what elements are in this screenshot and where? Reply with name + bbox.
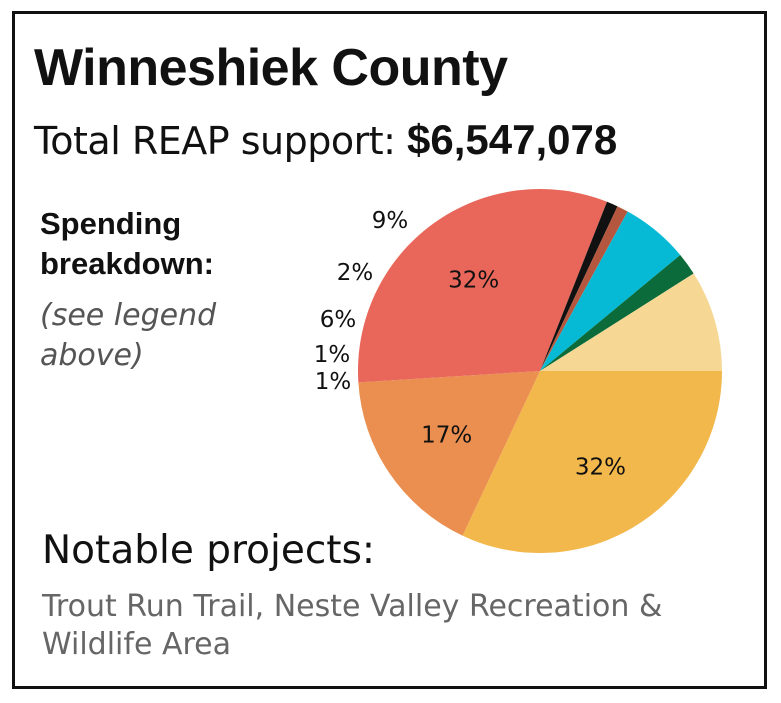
pie-slice (462, 371, 722, 553)
pie-slice-label: 17% (421, 422, 472, 448)
pie-slice (358, 371, 540, 536)
notable-projects-heading: Notable projects: (42, 528, 376, 573)
total-support-label: Total REAP support: (34, 119, 396, 163)
pie-slice-label: 1% (315, 369, 352, 395)
legend-note: (see legend above) (40, 298, 217, 373)
pie-slice (540, 206, 628, 371)
pie-slice-label: 6% (320, 307, 357, 333)
total-support-amount: $6,547,078 (407, 116, 618, 163)
notable-projects-list: Trout Run Trail, Neste Valley Recreation… (42, 589, 663, 662)
pie-slice-label: 9% (372, 208, 409, 234)
pie-slice-label: 2% (337, 260, 374, 286)
total-support: Total REAP support: $6,547,078 (34, 116, 617, 164)
pie-slice (540, 254, 694, 371)
pie-slice-label: 1% (314, 342, 351, 368)
pie-slice (540, 211, 681, 371)
pie-slice (540, 273, 722, 371)
county-title: Winneshiek County (34, 39, 508, 97)
pie-slice-label: 32% (575, 454, 626, 480)
pie-slice (540, 201, 618, 371)
pie-slice (358, 189, 607, 383)
spending-breakdown-label: Spending breakdown: (40, 206, 214, 281)
pie-slice-label: 32% (448, 268, 499, 294)
